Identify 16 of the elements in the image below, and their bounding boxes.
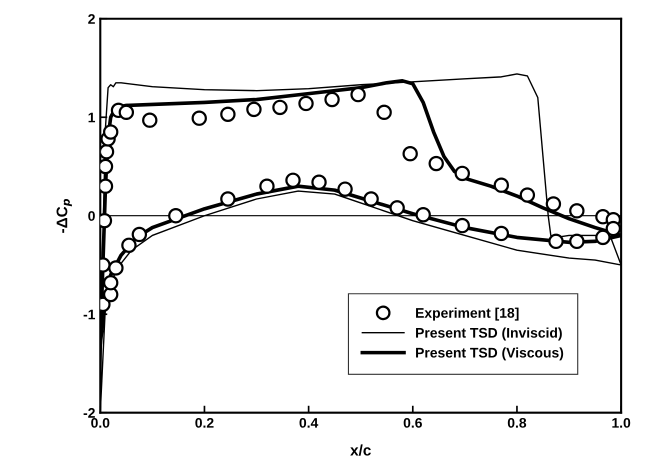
- x-tick-label: 0.0: [91, 418, 110, 428]
- y-axis-title: -ΔC$_{p}$: [56, 198, 72, 233]
- x-tick-label: 0.4: [300, 418, 318, 428]
- x-tick-label: 1.0: [612, 418, 630, 428]
- y-tick-label: -2: [84, 408, 95, 418]
- x-axis-title: x/c: [350, 444, 371, 456]
- x-tick-label: 0.2: [195, 418, 214, 428]
- y-tick-label: -1: [84, 310, 96, 320]
- legend-label: Present TSD (Inviscid): [416, 328, 562, 340]
- y-tick-label: 1: [88, 112, 96, 122]
- y-tick-label: 0: [88, 211, 95, 221]
- legend-label: Present TSD (Viscous): [416, 347, 564, 360]
- x-tick-label: 0.8: [508, 418, 526, 428]
- legend-label: Experiment [18]: [416, 308, 519, 321]
- x-tick-label: 0.6: [404, 418, 422, 428]
- y-tick-label: 2: [88, 14, 95, 24]
